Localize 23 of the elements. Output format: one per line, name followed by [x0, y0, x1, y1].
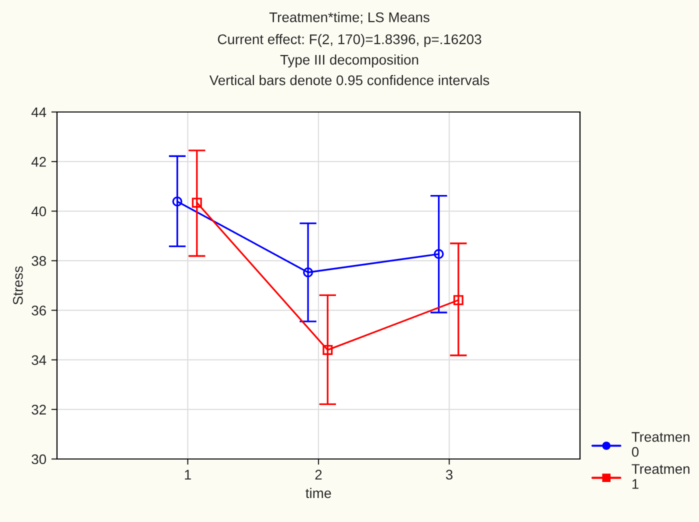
- y-axis-title: Stress: [13, 266, 23, 305]
- chart-subtitle: Current effect: F(2, 170)=1.8396, p=.16203 Type III decomposition Vertical bars denote 0.95 confidence intervals: [209, 34, 490, 86]
- x-tick-label: 2: [315, 470, 322, 480]
- y-tick-label: 30: [32, 454, 46, 464]
- point: [453, 295, 464, 306]
- point: [172, 196, 182, 206]
- point: [434, 249, 444, 260]
- x-tick-label: 3: [446, 470, 452, 480]
- y-tick-label: 36: [32, 306, 46, 316]
- chart-title: Treatmen*time; LS Means: [269, 12, 430, 24]
- legend-label: Treatmen 1: [632, 464, 690, 489]
- x-axis-title: time: [306, 488, 332, 498]
- y-tick-label: 40: [31, 206, 46, 216]
- y-tick-label: 44: [31, 107, 46, 118]
- y-tick-label: 32: [32, 404, 46, 415]
- point: [192, 198, 202, 208]
- y-tick-label: 42: [31, 156, 46, 167]
- y-tick-label: 38: [32, 256, 46, 266]
- x-tick-label: 1: [184, 470, 191, 480]
- point: [303, 267, 314, 278]
- y-tick-label: 34: [32, 355, 46, 366]
- legend-label: Treatmen 0: [632, 432, 690, 457]
- point: [322, 344, 333, 355]
